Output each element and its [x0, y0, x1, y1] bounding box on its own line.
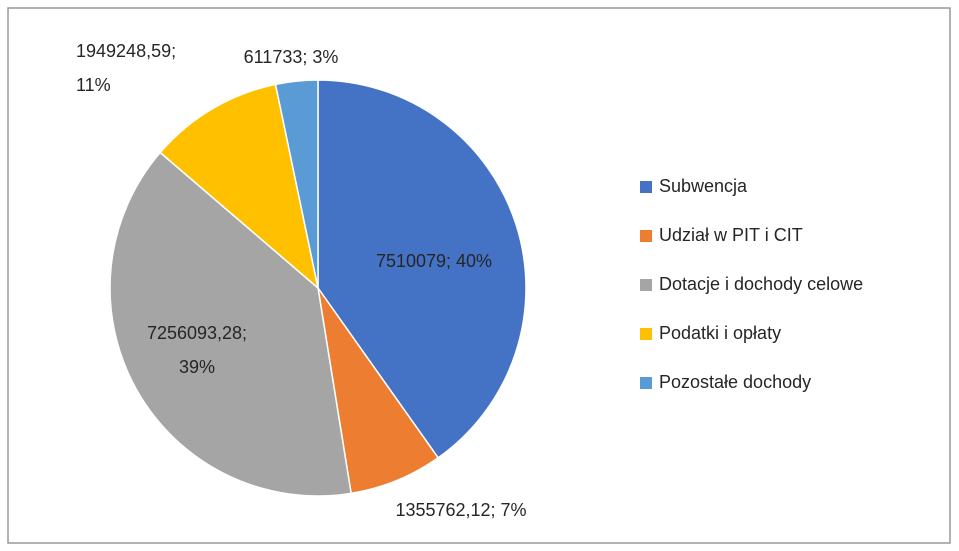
legend-swatch — [640, 328, 652, 340]
data-label: 611733; 3% — [244, 47, 339, 67]
legend-label: Podatki i opłaty — [659, 323, 781, 343]
legend-swatch — [640, 279, 652, 291]
data-label: 1949248,59; 11% — [76, 41, 176, 95]
legend-swatch — [640, 181, 652, 193]
legend-label: Pozostałe dochody — [659, 372, 811, 392]
legend-label: Subwencja — [659, 176, 748, 196]
data-label-line: 39% — [179, 357, 215, 377]
data-label: 7510079; 40% — [376, 251, 492, 271]
pie-slice — [274, 79, 319, 289]
legend-swatch — [640, 230, 652, 242]
data-label-line: 1949248,59; — [76, 41, 176, 61]
pie-slice — [317, 79, 527, 459]
data-label-line: 11% — [76, 75, 111, 95]
legend-label: Udział w PIT i CIT — [659, 225, 803, 245]
data-label-line: 7256093,28; — [147, 323, 247, 343]
data-label: 7256093,28; 39% — [147, 323, 247, 377]
data-label: 1355762,12; 7% — [395, 500, 526, 520]
legend-label: Dotacje i dochody celowe — [659, 274, 863, 294]
pie-slice — [109, 151, 352, 497]
legend-swatch — [640, 377, 652, 389]
pie-slice — [159, 83, 320, 291]
